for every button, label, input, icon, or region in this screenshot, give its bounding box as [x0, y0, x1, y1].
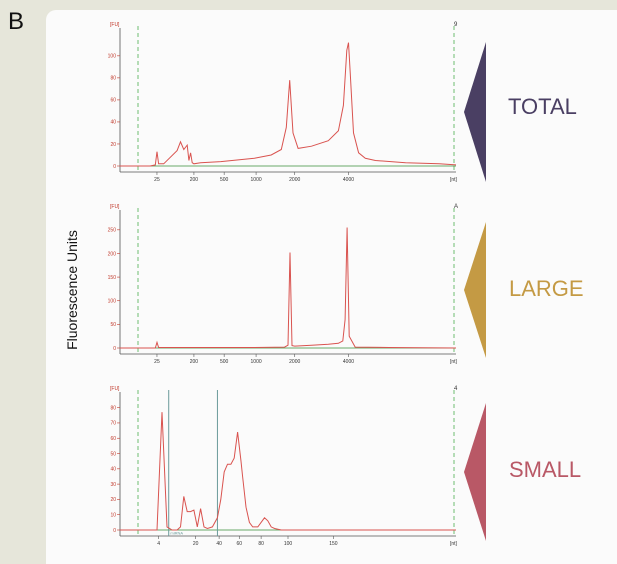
- figure-card: [46, 10, 617, 564]
- y-tick-label: 80: [110, 405, 116, 411]
- y-tick-label: 0: [113, 528, 116, 534]
- y-tick-label: 150: [108, 275, 117, 281]
- x-unit-label: [nt]: [450, 541, 458, 547]
- chart-panel-total: [FU] 9 [nt] 0 20 40 60 80 100 25 200 500 1000 2000 400…: [108, 22, 486, 183]
- y-tick-label: 50: [110, 451, 116, 457]
- x-tick-label: 1000: [251, 359, 262, 365]
- x-tick-label: 100: [284, 541, 293, 547]
- x-tick-label: 4: [157, 541, 160, 547]
- fluorescence-trace: [120, 227, 457, 349]
- fluorescence-trace: [120, 412, 456, 531]
- label-small: SMALL: [509, 457, 582, 482]
- corner-label: 9: [454, 22, 458, 28]
- x-unit-label: [nt]: [450, 177, 458, 183]
- mirna-region-label: miRNA: [170, 531, 183, 536]
- x-tick-label: 500: [220, 359, 229, 365]
- x-tick-label: 20: [193, 541, 199, 547]
- y-unit-label: [FU]: [110, 386, 120, 392]
- arrow-large: [464, 222, 486, 358]
- chart-panel-small: [FU] 4 [nt] 0 10 20 30 40 50 60 70 80 4 20 40 60 80 100 15…: [110, 386, 486, 547]
- x-tick-label: 500: [220, 177, 229, 183]
- y-tick-label: 20: [110, 497, 116, 503]
- x-tick-label: 200: [190, 359, 199, 365]
- panel-letter: B: [8, 8, 25, 35]
- y-unit-label: [FU]: [110, 22, 120, 28]
- y-tick-label: 30: [110, 482, 116, 488]
- chart-panel-large: [FU] A [nt] 0 50 100 150 200 250 25 200 500 1000 2000…: [108, 204, 486, 365]
- y-tick-label: 40: [110, 120, 116, 126]
- y-unit-label: [FU]: [110, 204, 120, 210]
- fluorescence-trace: [120, 42, 457, 167]
- y-tick-label: 0: [113, 164, 116, 170]
- y-tick-label: 200: [108, 251, 117, 257]
- x-tick-label: 60: [236, 541, 242, 547]
- corner-label: A: [454, 204, 458, 210]
- x-tick-label: 4000: [343, 177, 354, 183]
- label-total: TOTAL: [508, 94, 577, 119]
- label-large: LARGE: [509, 276, 584, 301]
- x-tick-label: 150: [329, 541, 338, 547]
- x-unit-label: [nt]: [450, 359, 458, 365]
- x-tick-label: 25: [154, 359, 160, 365]
- x-tick-label: 200: [190, 177, 199, 183]
- x-tick-label: 25: [154, 177, 160, 183]
- y-tick-label: 250: [108, 228, 117, 234]
- y-tick-label: 80: [110, 76, 116, 82]
- arrow-small: [464, 403, 486, 541]
- y-tick-label: 100: [108, 299, 117, 305]
- arrow-total: [464, 42, 486, 182]
- y-tick-label: 20: [110, 142, 116, 148]
- x-tick-label: 4000: [343, 359, 354, 365]
- y-tick-label: 50: [110, 322, 116, 328]
- y-tick-label: 70: [110, 421, 116, 427]
- x-tick-label: 2000: [289, 177, 300, 183]
- y-tick-label: 40: [110, 467, 116, 473]
- x-tick-label: 40: [216, 541, 222, 547]
- x-tick-label: 80: [258, 541, 264, 547]
- x-tick-label: 1000: [251, 177, 262, 183]
- y-tick-label: 100: [108, 54, 117, 60]
- y-tick-label: 60: [110, 436, 116, 442]
- y-tick-label: 10: [110, 513, 116, 519]
- corner-label: 4: [454, 386, 458, 392]
- x-tick-label: 2000: [289, 359, 300, 365]
- y-tick-label: 60: [110, 98, 116, 104]
- y-tick-label: 0: [113, 346, 116, 352]
